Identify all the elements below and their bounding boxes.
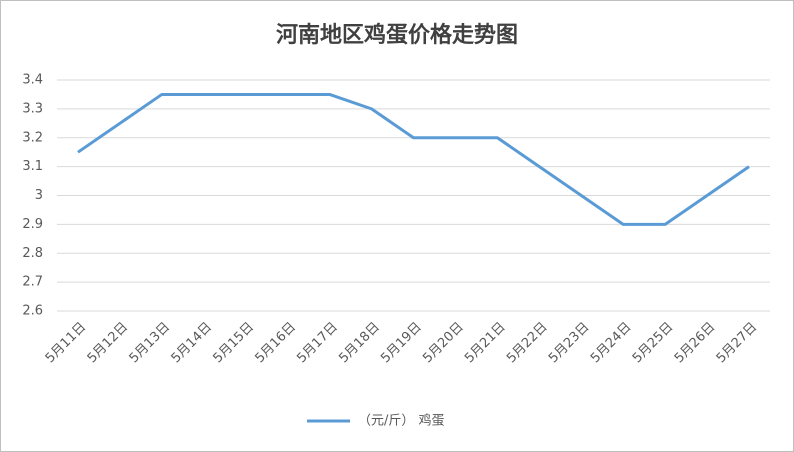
- y-tick-label: 3.3: [22, 101, 43, 116]
- line-series: [77, 92, 750, 226]
- y-tick-label: 3.2: [22, 130, 43, 145]
- y-tick-label: 2.6: [22, 304, 43, 319]
- chart-title: 河南地区鸡蛋价格走势图: [276, 22, 518, 48]
- y-tick-label: 3.1: [22, 159, 43, 174]
- y-tick-label: 2.9: [22, 217, 43, 232]
- y-tick-label: 3.4: [22, 73, 43, 88]
- y-tick-label: 3: [35, 188, 43, 203]
- legend-label: （元/斤） 鸡蛋: [358, 413, 445, 429]
- y-tick-label: 2.8: [22, 246, 43, 261]
- y-tick-label: 2.7: [22, 275, 43, 290]
